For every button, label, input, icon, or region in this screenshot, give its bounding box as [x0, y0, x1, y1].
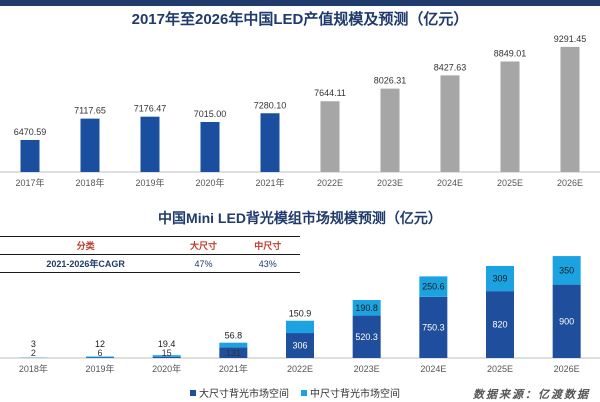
led-bar — [21, 140, 40, 172]
led-value-label: 8427.63 — [434, 62, 467, 72]
led-value-label: 7117.65 — [74, 106, 106, 116]
mini-led-label-large: 750.3 — [422, 322, 445, 332]
led-x-tick: 2019年 — [135, 177, 164, 188]
led-value-label: 8026.31 — [374, 76, 407, 86]
led-value-label: 7280.10 — [254, 100, 287, 110]
led-bar — [261, 113, 280, 172]
mini-led-label-large: 15 — [162, 348, 172, 358]
mini-led-label-medium: 19.4 — [158, 339, 176, 349]
mini-led-x-tick: 2022E — [287, 364, 313, 374]
led-x-tick: 2023E — [377, 178, 403, 188]
mini-led-label-large: 2 — [31, 348, 36, 358]
led-bar — [141, 117, 160, 172]
mini-led-label-medium: 350 — [559, 265, 574, 275]
mini-led-label-medium: 250.6 — [422, 282, 445, 292]
mini-led-x-tick: 2023E — [354, 364, 380, 374]
mini-led-label-large: 900 — [559, 316, 574, 326]
mini-led-bar-medium — [286, 321, 314, 333]
mini-led-x-tick: 2020年 — [152, 363, 181, 374]
legend-item-large: 大尺寸背光市场空间 — [190, 385, 289, 400]
mini-led-label-medium: 56.8 — [225, 331, 243, 341]
led-x-tick: 2017年 — [15, 177, 44, 188]
mini-led-label-large: 820 — [492, 320, 507, 330]
led-x-tick: 2021年 — [255, 177, 284, 188]
led-bar — [81, 119, 100, 172]
led-value-label: 9291.45 — [554, 34, 587, 44]
mini-led-x-tick: 2026E — [554, 364, 580, 374]
legend-label-medium: 中尺寸背光市场空间 — [310, 385, 400, 400]
led-value-label: 7644.11 — [314, 88, 346, 98]
cagr-table: 分类 大尺寸 中尺寸 2021-2026年CAGR 47% 43% — [0, 236, 300, 273]
led-value-label: 6470.59 — [14, 127, 47, 137]
led-value-label: 7176.47 — [134, 104, 167, 114]
mini-led-label-large: 520.3 — [355, 332, 378, 342]
mini-led-label-large: 6 — [97, 348, 102, 358]
mini-led-x-tick: 2018年 — [19, 363, 48, 374]
led-x-tick: 2020年 — [195, 177, 224, 188]
mini-led-label-large: 131 — [226, 348, 241, 358]
led-value-label: 7015.00 — [194, 109, 227, 119]
led-bar — [561, 47, 580, 172]
cagr-header-medium: 中尺寸 — [236, 237, 300, 255]
mini-led-x-tick: 2024E — [420, 364, 446, 374]
led-x-tick: 2025E — [497, 178, 523, 188]
mini-led-label-medium: 12 — [95, 339, 105, 349]
cagr-row-label: 2021-2026年CAGR — [0, 255, 171, 273]
legend-swatch-medium — [301, 390, 307, 396]
led-bar — [441, 75, 460, 172]
mini-led-label-medium: 150.9 — [289, 309, 312, 319]
mini-led-label-medium: 309 — [492, 274, 507, 284]
mini-led-label-medium: 190.8 — [355, 303, 378, 313]
led-bar — [381, 89, 400, 172]
mini-led-x-tick: 2025E — [487, 364, 513, 374]
mini-led-x-tick: 2019年 — [85, 363, 114, 374]
cagr-large-value: 47% — [171, 255, 235, 273]
led-x-tick: 2026E — [557, 178, 583, 188]
led-value-label: 8849.01 — [494, 48, 527, 58]
led-x-tick: 2024E — [437, 178, 463, 188]
legend-item-medium: 中尺寸背光市场空间 — [301, 385, 400, 400]
cagr-medium-value: 43% — [236, 255, 300, 273]
cagr-header-large: 大尺寸 — [171, 237, 235, 255]
legend: 大尺寸背光市场空间 中尺寸背光市场空间 — [190, 385, 400, 400]
led-x-tick: 2022E — [317, 178, 343, 188]
led-bar — [201, 122, 220, 172]
cagr-header-category: 分类 — [0, 237, 171, 255]
led-bar — [501, 61, 520, 172]
led-x-tick: 2018年 — [75, 177, 104, 188]
mini-led-x-tick: 2021年 — [219, 363, 248, 374]
mini-led-bar-medium — [219, 343, 247, 348]
mini-led-label-medium: 3 — [31, 339, 36, 349]
mini-led-label-large: 306 — [292, 341, 307, 351]
legend-label-large: 大尺寸背光市场空间 — [199, 385, 289, 400]
legend-swatch-large — [190, 390, 196, 396]
led-bar — [321, 101, 340, 172]
